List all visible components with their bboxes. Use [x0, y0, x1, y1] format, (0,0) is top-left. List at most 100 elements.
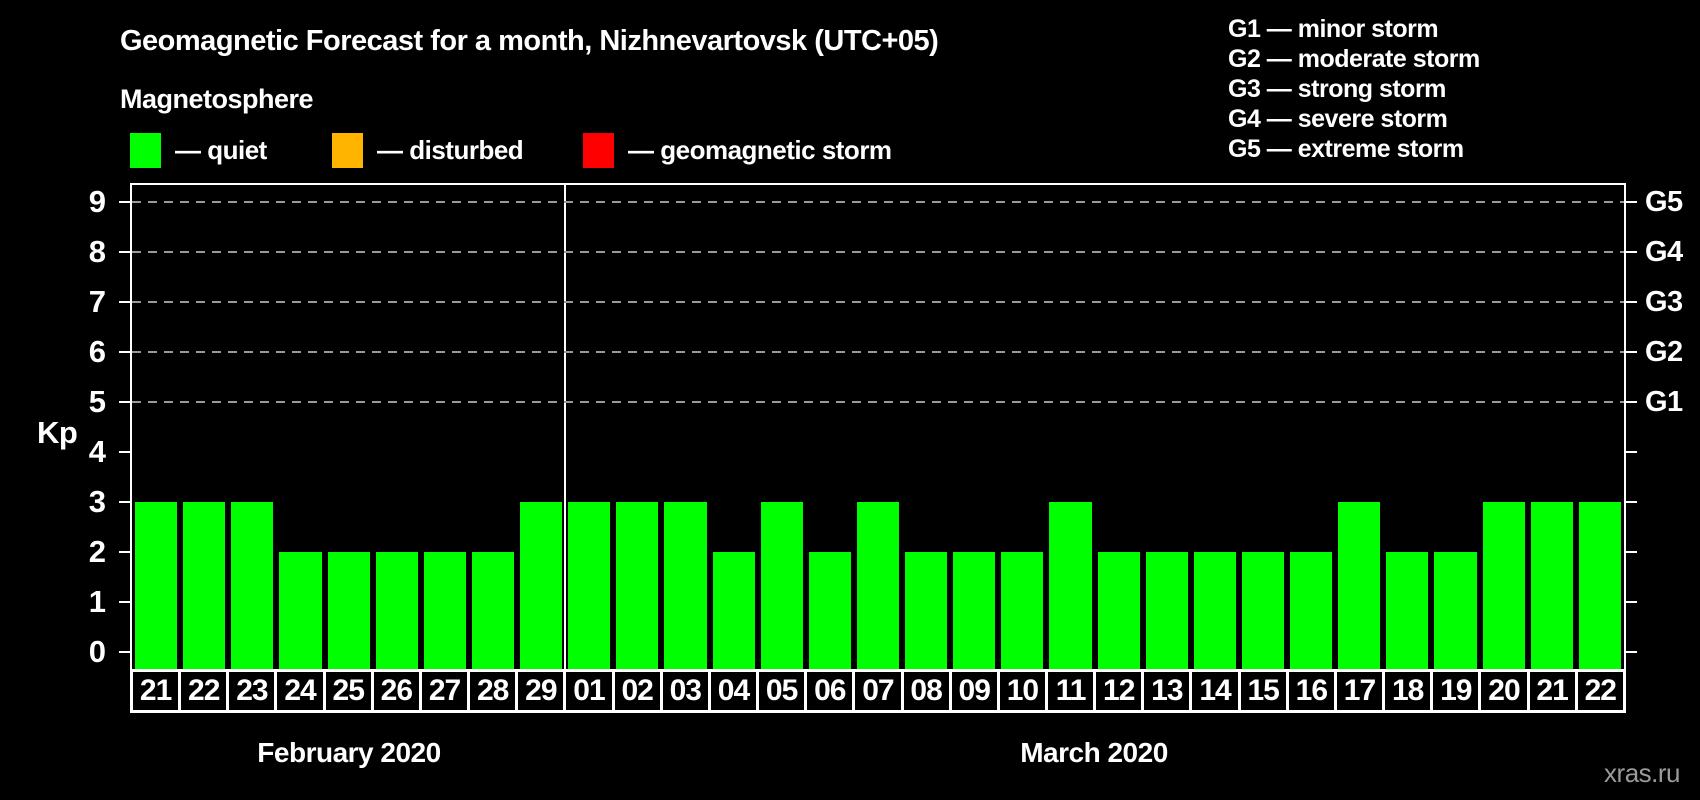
right-axis-tick	[1626, 251, 1637, 253]
disturbed-color-swatch	[332, 133, 363, 168]
kp-bar	[471, 552, 515, 669]
date-cell: 07	[852, 669, 904, 713]
kp-bar	[1530, 502, 1573, 669]
kp-bar	[1386, 552, 1429, 669]
date-cell: 10	[996, 669, 1048, 713]
date-cell: 21	[1526, 669, 1578, 713]
kp-bar	[1290, 552, 1333, 669]
kp-bar	[327, 552, 370, 669]
storm-scale-g5: G5 — extreme storm	[1228, 135, 1464, 163]
y-axis-tick	[119, 301, 130, 303]
y-axis-label: 0	[88, 634, 106, 669]
kp-bar	[1145, 552, 1188, 669]
g-level-gridline	[132, 351, 1624, 353]
right-axis-tick	[1626, 601, 1637, 603]
page-title: Geomagnetic Forecast for a month, Nizhne…	[120, 25, 939, 57]
y-axis-tick	[119, 251, 130, 253]
date-cell: 23	[226, 669, 278, 713]
y-axis-tick	[119, 501, 130, 503]
storm-scale-g2: G2 — moderate storm	[1228, 45, 1480, 73]
date-axis: 21 22 23 24 25 26 27 28 29 01 02 03 04 05 06 07 08 09 10 11…	[130, 669, 1626, 713]
y-axis-tick	[119, 651, 130, 653]
y-axis-label: 8	[88, 234, 106, 269]
kp-bar	[1578, 502, 1621, 669]
quiet-color-swatch	[130, 133, 161, 168]
kp-bar	[1193, 552, 1236, 669]
date-cell: 12	[1093, 669, 1145, 713]
date-cell: 29	[515, 669, 567, 713]
storm-scale-g4: G4 — severe storm	[1228, 105, 1448, 133]
date-cell: 14	[1189, 669, 1241, 713]
date-cell: 06	[804, 669, 856, 713]
right-axis-tick	[1626, 451, 1637, 453]
y-axis-tick	[119, 551, 130, 553]
kp-bar	[664, 502, 707, 669]
kp-bar	[616, 502, 659, 669]
kp-bar	[135, 502, 178, 669]
right-axis-tick	[1626, 551, 1637, 553]
date-cell: 27	[418, 669, 471, 713]
y-axis-label: 3	[88, 484, 106, 519]
date-cell: 25	[322, 669, 374, 713]
kp-bar	[423, 552, 466, 669]
date-cell: 19	[1430, 669, 1482, 713]
g-level-label: G4	[1645, 236, 1683, 268]
g-level-gridline	[132, 251, 1624, 253]
right-axis-tick	[1626, 501, 1637, 503]
y-axis-label: 4	[88, 434, 106, 469]
y-axis-tick	[119, 601, 130, 603]
date-cell: 24	[274, 669, 326, 713]
date-cell: 03	[659, 669, 711, 713]
date-cell: 22	[178, 669, 230, 713]
storm-color-swatch	[583, 133, 614, 168]
date-cell: 26	[370, 669, 422, 713]
date-cell: 04	[707, 669, 760, 713]
plot-area: Kp 0 1 2 3 4 5 G1 6 G2 7 G3 8 G4 9 G5	[37, 183, 1683, 671]
kp-bar	[856, 502, 900, 669]
legend-label-quiet: — quiet	[175, 135, 267, 165]
watermark: xras.ru	[1604, 758, 1680, 788]
date-cell: 21	[130, 669, 182, 713]
g-level-gridline	[132, 401, 1624, 403]
g-level-gridline	[132, 201, 1624, 203]
right-axis-tick	[1626, 351, 1637, 353]
y-axis-label: 2	[88, 534, 106, 569]
storm-scale-g1: G1 — minor storm	[1228, 15, 1439, 43]
kp-axis-title: Kp	[37, 415, 78, 450]
storm-scale-legend: G1 — minor storm G2 — moderate storm G3 …	[1228, 14, 1480, 164]
month-separator-line	[564, 185, 567, 669]
month-label-february: February 2020	[257, 737, 441, 768]
kp-bar	[375, 552, 418, 669]
kp-bar	[520, 502, 563, 669]
kp-bar	[1049, 502, 1092, 669]
right-axis-tick	[1626, 651, 1637, 653]
date-cell: 01	[563, 669, 615, 713]
y-axis-tick	[119, 351, 130, 353]
y-axis-tick	[119, 401, 130, 403]
kp-bar	[183, 502, 226, 669]
kp-bar	[760, 502, 803, 669]
kp-bar	[808, 552, 851, 669]
g-level-label: G1	[1645, 386, 1683, 418]
kp-bar	[279, 552, 322, 669]
right-axis-tick	[1626, 401, 1637, 403]
date-cell: 02	[611, 669, 663, 713]
g-level-gridline	[132, 301, 1624, 303]
kp-bar	[568, 502, 611, 669]
legend-item-disturbed: — disturbed	[332, 133, 524, 168]
date-cell: 15	[1237, 669, 1289, 713]
date-cell: 16	[1285, 669, 1337, 713]
date-cell: 09	[948, 669, 1000, 713]
date-cell: 17	[1333, 669, 1386, 713]
y-axis-tick	[119, 201, 130, 203]
storm-scale-g3: G3 — strong storm	[1228, 75, 1446, 103]
date-cell: 28	[467, 669, 519, 713]
kp-bar	[1338, 502, 1381, 669]
kp-bar	[231, 502, 274, 669]
kp-bar	[953, 552, 996, 669]
g-level-label: G2	[1645, 336, 1683, 368]
right-axis-tick	[1626, 201, 1637, 203]
date-cell: 18	[1382, 669, 1434, 713]
y-axis-label: 9	[88, 184, 106, 219]
kp-bar	[712, 552, 755, 669]
